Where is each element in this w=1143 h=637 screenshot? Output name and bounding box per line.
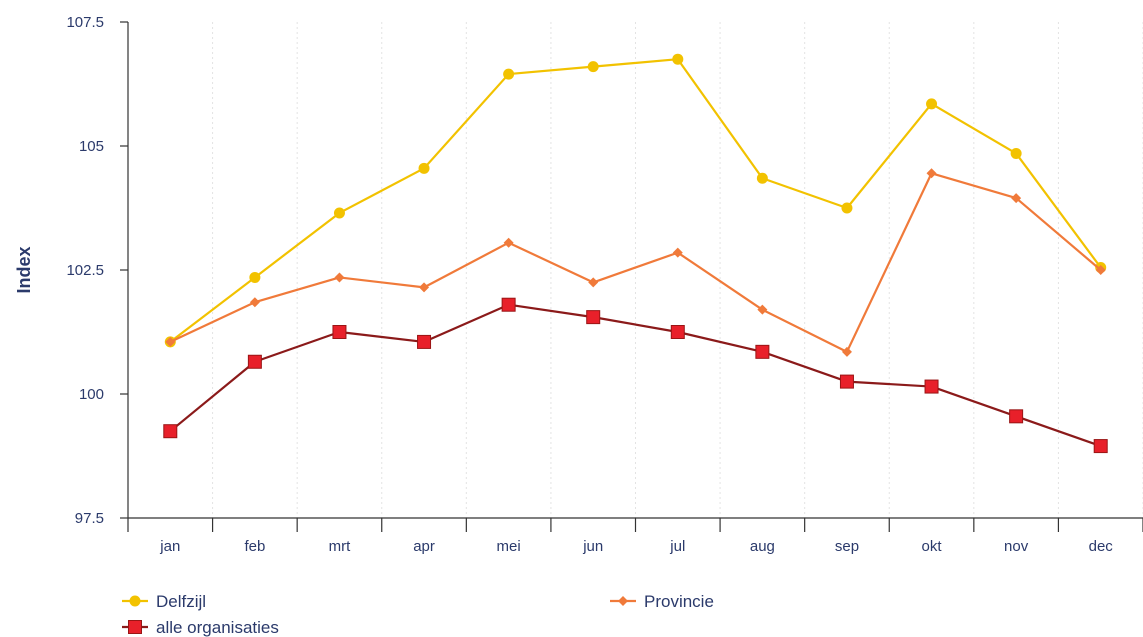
legend-label: Delfzijl: [156, 592, 206, 611]
legend-marker: [128, 620, 142, 634]
x-tick-label: dec: [1089, 538, 1114, 555]
x-tick-labels: jan feb mrt apr mei jun jul aug sep okt nov dec: [159, 538, 1113, 555]
data-point: [1095, 265, 1106, 275]
x-tick-label: mei: [497, 538, 521, 555]
legend: Delfzijl Provincie alle organisaties: [122, 592, 714, 637]
data-point: [332, 325, 347, 339]
data-point: [841, 346, 852, 357]
data-point: [165, 336, 176, 347]
data-point: [670, 325, 685, 339]
x-tick-label: jul: [669, 538, 685, 555]
x-tick-label: jan: [159, 538, 180, 555]
y-tick-label: 100: [79, 386, 104, 403]
grid-lines: [212, 22, 1143, 518]
series-line: [169, 172, 1102, 353]
series-lines: [163, 53, 1108, 454]
series-1: [164, 53, 1107, 348]
axes: [120, 21, 1143, 532]
data-point: [333, 207, 345, 219]
y-tick-label: 97.5: [75, 510, 104, 527]
series-2: [165, 168, 1106, 357]
x-tick-label: mrt: [329, 538, 351, 555]
data-point: [163, 424, 178, 439]
x-tick-label: feb: [244, 538, 265, 555]
data-point: [926, 98, 938, 110]
data-point: [334, 272, 345, 283]
series-line: [169, 58, 1102, 343]
data-point: [586, 310, 601, 325]
series-3: [163, 297, 1108, 454]
x-tick-label: nov: [1004, 538, 1029, 555]
data-point: [501, 297, 516, 312]
data-point: [839, 374, 854, 389]
y-tick-label: 102.5: [66, 262, 104, 279]
data-point: [503, 68, 515, 80]
legend-item: Delfzijl: [122, 592, 206, 611]
legend-item: alle organisaties: [122, 618, 279, 637]
x-tick-label: okt: [922, 538, 943, 555]
x-tick-label: apr: [413, 538, 435, 555]
y-axis-label: Index: [14, 246, 34, 293]
data-point: [757, 304, 768, 315]
data-point: [587, 61, 599, 73]
data-point: [755, 344, 770, 359]
data-point: [588, 277, 599, 288]
data-point: [503, 237, 514, 248]
data-point: [247, 354, 262, 369]
data-point: [1093, 439, 1108, 454]
y-tick-label: 105: [79, 138, 104, 155]
data-point: [1009, 409, 1024, 424]
data-point: [419, 282, 430, 293]
x-tick-label: jun: [582, 538, 603, 555]
x-tick-label: sep: [835, 538, 859, 555]
data-point: [418, 162, 430, 174]
legend-item: Provincie: [610, 592, 714, 611]
data-point: [1010, 147, 1022, 159]
legend-marker: [618, 596, 628, 606]
data-point: [924, 379, 939, 394]
data-point: [841, 202, 853, 214]
data-point: [417, 334, 432, 349]
data-point: [249, 297, 260, 308]
legend-label: Provincie: [644, 592, 714, 611]
data-point: [756, 172, 768, 184]
y-tick-label: 107.5: [66, 14, 104, 31]
data-point: [672, 53, 684, 65]
data-point: [249, 271, 261, 283]
data-point: [1011, 193, 1022, 204]
legend-marker: [129, 595, 141, 607]
data-point: [926, 168, 937, 179]
legend-label: alle organisaties: [156, 618, 279, 637]
y-tick-labels: 97.5 100 102.5 105 107.5: [66, 14, 104, 527]
data-point: [672, 247, 683, 258]
series-line: [169, 303, 1102, 448]
x-tick-label: aug: [750, 538, 775, 555]
